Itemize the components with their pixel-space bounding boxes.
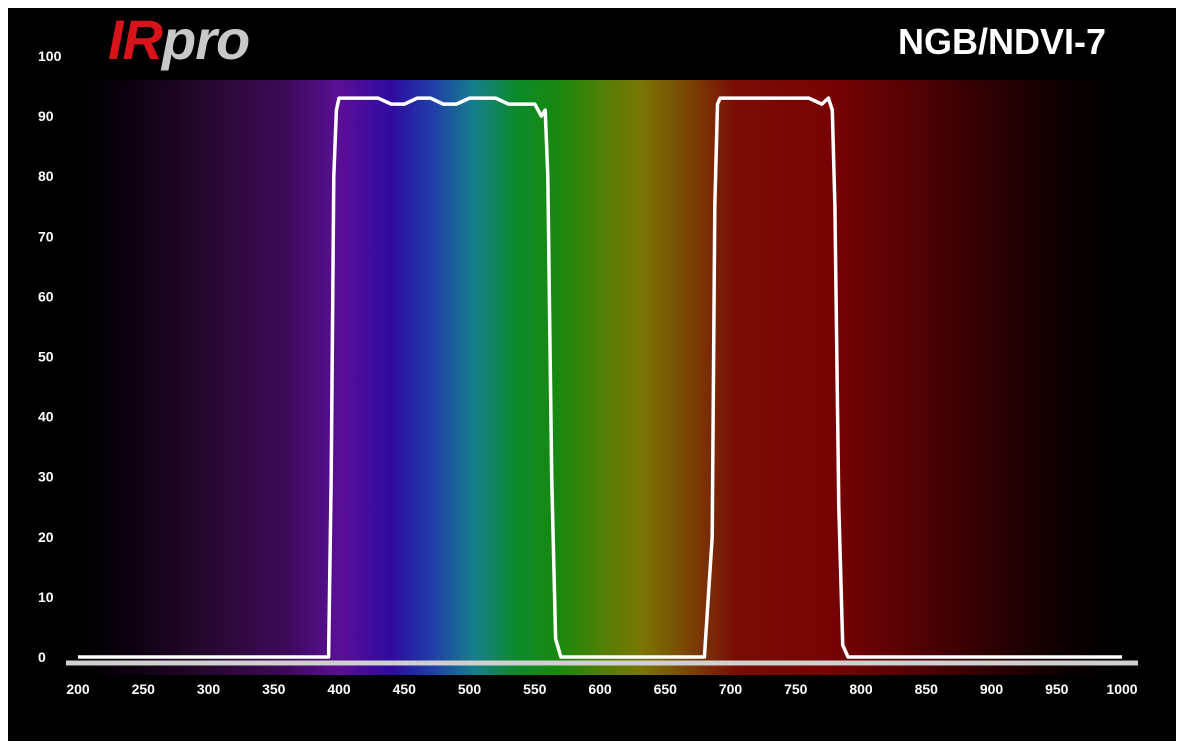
x-tick-label: 950 xyxy=(1045,681,1069,697)
y-tick-label: 30 xyxy=(38,469,54,485)
y-tick-label: 70 xyxy=(38,228,54,244)
brand-ir: IR xyxy=(108,8,163,71)
x-tick-label: 500 xyxy=(458,681,482,697)
x-tick-label: 1000 xyxy=(1106,681,1137,697)
spectrum-background xyxy=(78,80,1122,676)
x-tick-label: 850 xyxy=(915,681,939,697)
x-tick-label: 600 xyxy=(588,681,612,697)
y-tick-label: 100 xyxy=(38,48,62,64)
chart-frame: 0 10 20 30 40 50 60 70 80 90 100 200 250 300 350 400 45… xyxy=(8,8,1176,741)
x-tick-label: 300 xyxy=(197,681,221,697)
y-tick-label: 0 xyxy=(38,649,46,665)
y-tick-label: 60 xyxy=(38,288,54,304)
brand-logo: IRpro xyxy=(108,12,250,68)
x-tick-label: 550 xyxy=(523,681,547,697)
y-tick-label: 20 xyxy=(38,529,54,545)
y-tick-label: 90 xyxy=(38,108,54,124)
x-tick-label: 700 xyxy=(719,681,743,697)
x-tick-label: 200 xyxy=(66,681,90,697)
brand-pro: pro xyxy=(162,8,250,71)
y-tick-label: 10 xyxy=(38,589,54,605)
x-tick-label: 250 xyxy=(132,681,156,697)
y-tick-label: 40 xyxy=(38,409,54,425)
transmission-chart: 0 10 20 30 40 50 60 70 80 90 100 200 250 300 350 400 45… xyxy=(38,48,1138,697)
model-title: NGB/NDVI-7 xyxy=(897,21,1106,62)
x-tick-label: 800 xyxy=(849,681,873,697)
y-tick-label: 50 xyxy=(38,348,54,364)
series-line-transmission xyxy=(78,96,1122,659)
x-tick-label: 350 xyxy=(262,681,286,697)
y-tick-label: 80 xyxy=(38,168,54,184)
x-tick-label: 900 xyxy=(980,681,1004,697)
x-tick-label: 450 xyxy=(393,681,417,697)
x-tick-label: 750 xyxy=(784,681,808,697)
x-tick-label: 650 xyxy=(654,681,678,697)
x-tick-label: 400 xyxy=(327,681,351,697)
